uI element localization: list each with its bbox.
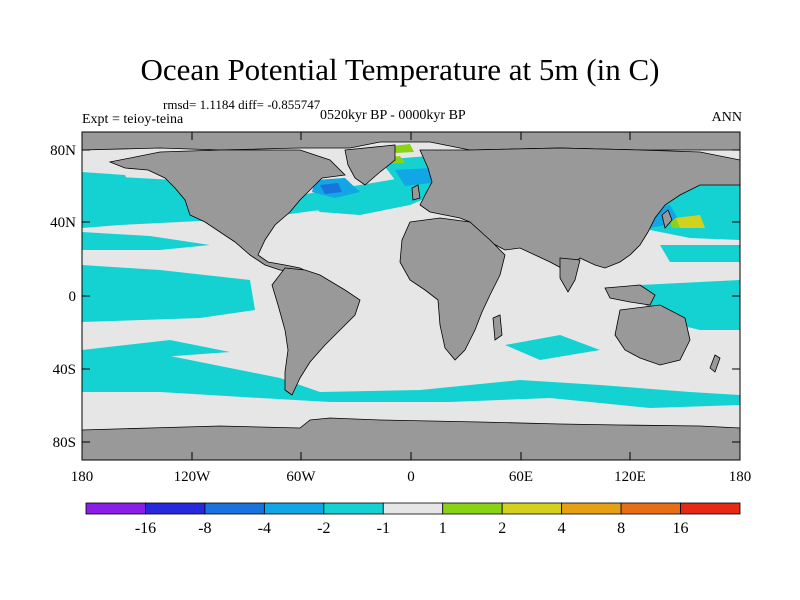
lon-label: 60W [286, 469, 316, 485]
north-pacific-green-rim [670, 218, 680, 228]
south-pacific-band [82, 340, 230, 365]
lon-label: 60E [509, 469, 533, 485]
south-indian-band [505, 335, 600, 360]
north-pacific-yellow-patch [675, 215, 705, 228]
colorbar-label: 16 [672, 520, 689, 537]
colorbar-label: 1 [438, 520, 447, 537]
colorbar [85, 502, 741, 515]
colorbar-swatch [442, 502, 503, 515]
japan [661, 209, 673, 229]
colorbar-swatch [204, 502, 265, 515]
lon-labels: 180 120W 60W 0 60E 120E 180 [71, 469, 752, 485]
greenland [344, 144, 396, 186]
lat-label: 0 [69, 289, 77, 305]
colorbar-swatch [263, 502, 325, 515]
antarctica [82, 417, 740, 460]
land-masses [82, 132, 740, 460]
west-pacific-band [660, 245, 740, 262]
lon-ticks [81, 132, 631, 460]
madagascar [492, 314, 503, 341]
labrador-core-patch [320, 183, 342, 194]
colorbar-swatch [680, 502, 741, 515]
colorbar-label: -1 [376, 520, 390, 537]
lat-label: 40S [53, 362, 76, 378]
season-label: ANN [711, 110, 742, 125]
africa [399, 217, 506, 361]
colorbar-swatch [561, 502, 622, 515]
experiment-label: Expt = teioy-teina [82, 112, 184, 127]
chart-title: Ocean Potential Temperature at 5m (in C) [140, 52, 660, 87]
south-america [271, 267, 361, 396]
lon-label: 0 [407, 469, 415, 485]
strong-cooling-patches [320, 183, 342, 194]
arctic-land-cap [82, 132, 740, 151]
colorbar-swatch [145, 502, 206, 515]
india [559, 257, 581, 293]
lat-label: 80S [53, 435, 76, 451]
eurasia [419, 147, 740, 271]
lon-label: 180 [71, 469, 94, 485]
new-zealand [709, 354, 721, 373]
colorbar-label: -8 [198, 520, 212, 537]
time-period-label: 0520kyr BP - 0000kyr BP [320, 108, 466, 123]
arctic-band [82, 172, 130, 186]
colorbar-swatch [85, 502, 146, 515]
norwegian-patch [395, 168, 440, 186]
colorbar-swatch [323, 502, 384, 515]
rmsd-diff-stats: rmsd= 1.1184 diff= -0.855747 [163, 97, 321, 112]
colorbar-label: -2 [317, 520, 331, 537]
map-content [82, 132, 740, 460]
southern-ocean-band [82, 352, 740, 408]
nordic-green-patch [392, 144, 414, 153]
lat-label: 80N [50, 143, 76, 159]
colorbar-label: -16 [134, 520, 157, 537]
colorbar-label: -4 [257, 520, 272, 537]
lat-labels: 80N 40N 0 40S 80S [50, 143, 76, 451]
colorbar-swatch [620, 502, 681, 515]
southeast-asia-islands [604, 284, 656, 306]
north-pacific-mid-band [82, 232, 210, 250]
lon-label: 120W [174, 469, 212, 485]
colorbar-label: 8 [617, 520, 626, 537]
lon-label: 180 [729, 469, 752, 485]
lat-label: 40N [50, 215, 76, 231]
australia [614, 304, 691, 366]
colorbar-swatch [501, 502, 563, 515]
lat-ticks [82, 149, 740, 443]
colorbar-label: 4 [557, 520, 566, 537]
lon-label: 120E [614, 469, 646, 485]
tropical-pacific-band [82, 265, 255, 322]
colorbar-swatch [382, 502, 444, 515]
colorbar-label: 2 [498, 520, 507, 537]
uk [411, 184, 421, 201]
